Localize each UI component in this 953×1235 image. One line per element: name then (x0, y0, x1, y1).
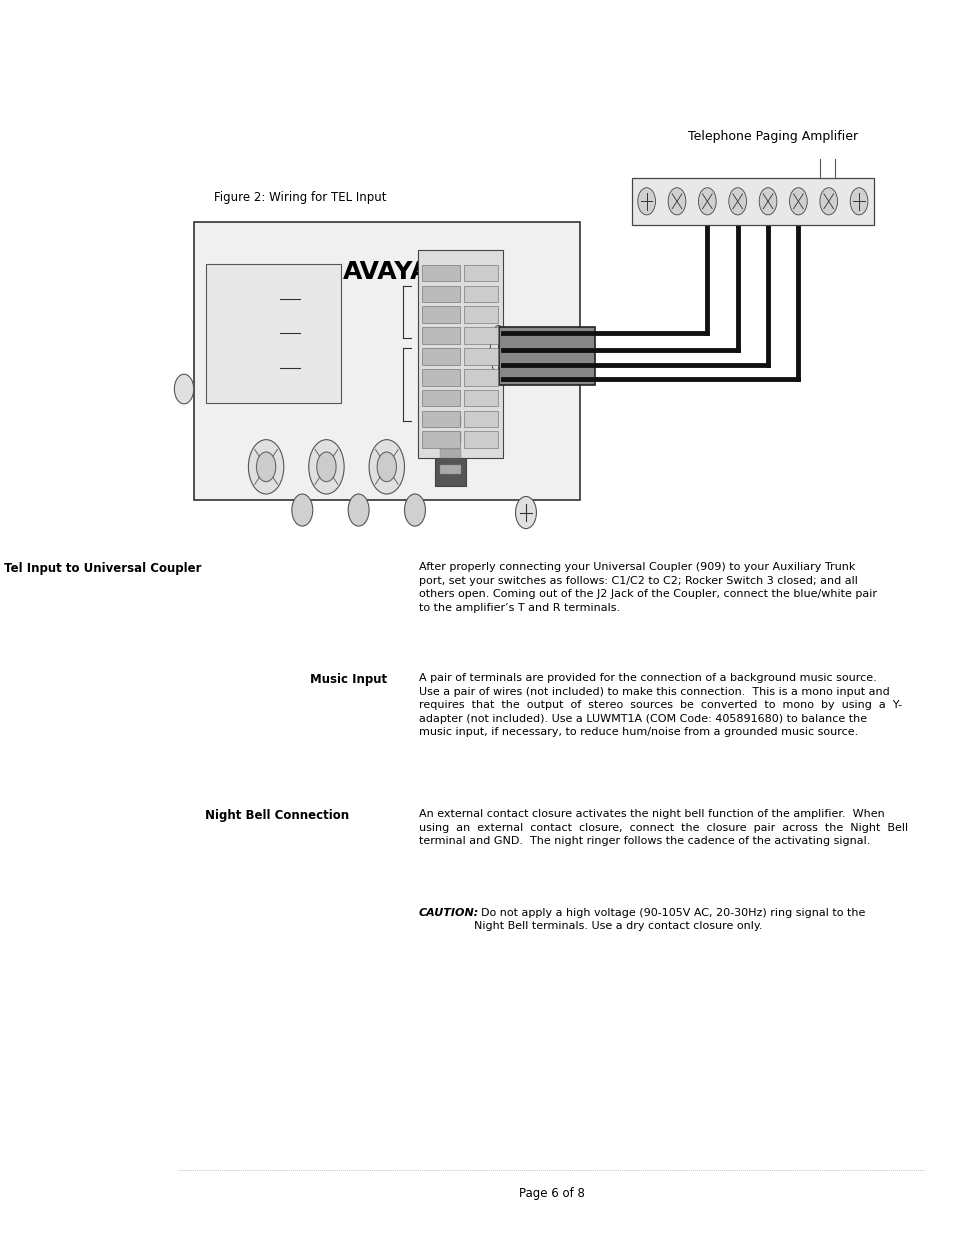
Circle shape (698, 188, 716, 215)
FancyBboxPatch shape (421, 369, 459, 385)
Circle shape (309, 440, 344, 494)
FancyBboxPatch shape (464, 264, 497, 282)
Circle shape (515, 496, 536, 529)
Circle shape (256, 452, 275, 482)
Text: Night Bell Connection: Night Bell Connection (205, 809, 349, 823)
FancyBboxPatch shape (464, 348, 497, 364)
Circle shape (404, 494, 425, 526)
Text: CAUTION:: CAUTION: (418, 908, 478, 918)
FancyBboxPatch shape (439, 464, 460, 474)
Circle shape (348, 494, 369, 526)
Circle shape (174, 374, 193, 404)
FancyBboxPatch shape (464, 369, 497, 385)
Text: Figure 2: Wiring for TEL Input: Figure 2: Wiring for TEL Input (213, 191, 386, 205)
Text: Music Input: Music Input (310, 673, 386, 687)
FancyBboxPatch shape (464, 431, 497, 448)
Circle shape (789, 188, 806, 215)
FancyBboxPatch shape (421, 285, 459, 303)
FancyBboxPatch shape (632, 178, 873, 225)
Circle shape (728, 188, 746, 215)
Circle shape (376, 452, 396, 482)
Circle shape (638, 188, 655, 215)
Text: Do not apply a high voltage (90-105V AC, 20-30Hz) ring signal to the
Night Bell : Do not apply a high voltage (90-105V AC,… (474, 908, 864, 931)
Text: After properly connecting your Universal Coupler (909) to your Auxiliary Trunk
p: After properly connecting your Universal… (418, 562, 876, 613)
FancyBboxPatch shape (464, 327, 497, 343)
Ellipse shape (490, 326, 506, 375)
Circle shape (759, 188, 776, 215)
FancyBboxPatch shape (464, 306, 497, 324)
Circle shape (819, 188, 837, 215)
FancyBboxPatch shape (421, 327, 459, 343)
Circle shape (849, 188, 867, 215)
Text: Telephone Paging Amplifier: Telephone Paging Amplifier (688, 130, 858, 143)
FancyBboxPatch shape (464, 285, 497, 303)
FancyBboxPatch shape (193, 222, 579, 500)
FancyBboxPatch shape (421, 306, 459, 324)
Circle shape (292, 494, 313, 526)
FancyBboxPatch shape (421, 348, 459, 364)
Text: An external contact closure activates the night bell function of the amplifier. : An external contact closure activates th… (418, 809, 907, 846)
FancyBboxPatch shape (439, 448, 460, 458)
Circle shape (316, 452, 335, 482)
Circle shape (248, 440, 283, 494)
FancyBboxPatch shape (417, 251, 502, 458)
FancyBboxPatch shape (421, 264, 459, 282)
FancyBboxPatch shape (435, 406, 465, 487)
FancyBboxPatch shape (439, 416, 460, 426)
FancyBboxPatch shape (421, 390, 459, 406)
FancyBboxPatch shape (206, 264, 340, 403)
Text: A pair of terminals are provided for the connection of a background music source: A pair of terminals are provided for the… (418, 673, 902, 737)
Text: Tel Input to Universal Coupler: Tel Input to Universal Coupler (4, 562, 201, 576)
FancyBboxPatch shape (464, 390, 497, 406)
Text: AVAYA: AVAYA (343, 261, 430, 284)
Text: Page 6 of 8: Page 6 of 8 (518, 1187, 584, 1200)
FancyBboxPatch shape (439, 432, 460, 442)
FancyBboxPatch shape (421, 410, 459, 427)
FancyBboxPatch shape (498, 327, 595, 385)
FancyBboxPatch shape (464, 410, 497, 427)
FancyBboxPatch shape (421, 431, 459, 448)
Circle shape (667, 188, 685, 215)
Circle shape (369, 440, 404, 494)
